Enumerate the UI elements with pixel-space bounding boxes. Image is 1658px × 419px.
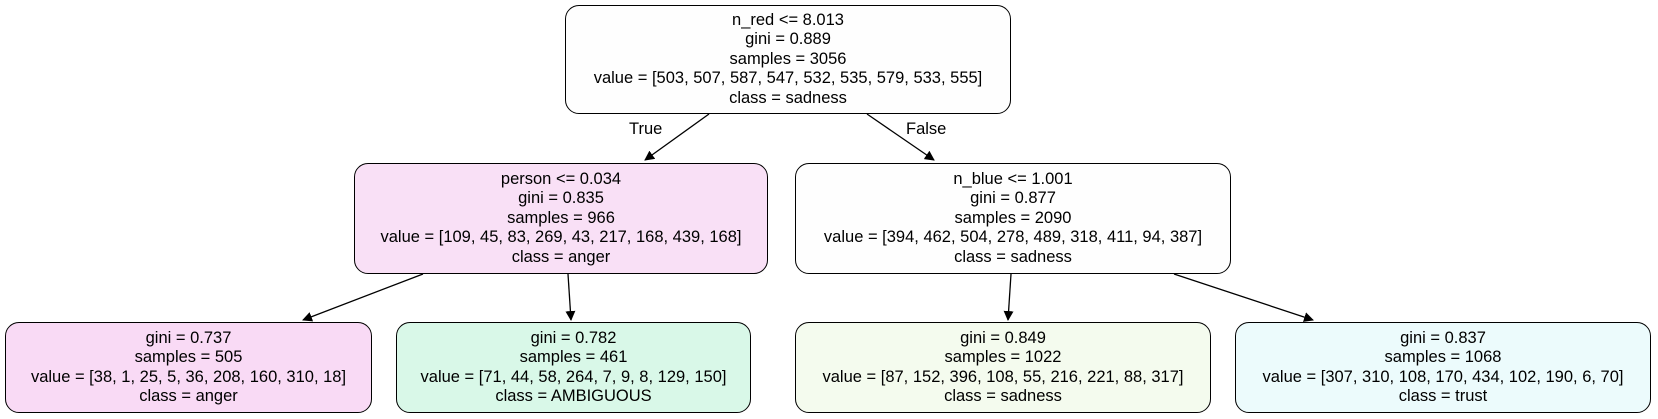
edge-right-leaf-rl — [1003, 273, 1014, 321]
edge-left-leaf-ll — [302, 273, 424, 322]
node-gini: gini = 0.837 — [1400, 328, 1486, 347]
node-class: class = trust — [1398, 387, 1488, 405]
node-samples: samples = 3056 — [729, 49, 847, 68]
node-value: value = [307, 310, 108, 170, 434, 102, 1… — [1262, 367, 1624, 386]
edge-root-left — [644, 113, 710, 161]
node-gini: gini = 0.782 — [530, 328, 617, 347]
node-class: class = anger — [511, 247, 611, 266]
node-class: class = AMBIGUOUS — [495, 387, 652, 405]
edge-right-leaf-rr — [1173, 273, 1314, 322]
tree-node-root: n_red <= 8.013 gini = 0.889 samples = 30… — [565, 5, 1011, 114]
node-gini: gini = 0.737 — [145, 328, 232, 347]
node-value: value = [503, 507, 587, 547, 532, 535, 5… — [593, 69, 983, 88]
node-value: value = [71, 44, 58, 264, 7, 9, 8, 129, … — [420, 367, 727, 386]
node-value: value = [38, 1, 25, 5, 36, 208, 160, 310… — [30, 367, 347, 386]
node-value: value = [87, 152, 396, 108, 55, 216, 221… — [822, 367, 1184, 386]
node-samples: samples = 2090 — [954, 208, 1072, 227]
node-samples: samples = 1068 — [1384, 348, 1502, 366]
tree-leaf-trust: gini = 0.837 samples = 1068 value = [307… — [1235, 322, 1651, 413]
node-samples: samples = 461 — [519, 348, 628, 366]
node-class: class = sadness — [729, 88, 847, 107]
node-gini: gini = 0.835 — [518, 189, 604, 208]
edge-left-leaf-lr — [565, 273, 576, 321]
node-value: value = [394, 462, 504, 278, 489, 318, 4… — [823, 228, 1203, 247]
tree-node-left: person <= 0.034 gini = 0.835 samples = 9… — [354, 163, 768, 274]
node-gini: gini = 0.849 — [960, 328, 1046, 347]
node-class: class = anger — [139, 387, 238, 405]
node-split-condition: n_blue <= 1.001 — [953, 169, 1073, 188]
edge-label-false: False — [906, 120, 947, 138]
node-class: class = sadness — [944, 387, 1062, 405]
tree-node-right: n_blue <= 1.001 gini = 0.877 samples = 2… — [795, 163, 1231, 274]
node-gini: gini = 0.889 — [745, 30, 831, 49]
node-split-condition: n_red <= 8.013 — [732, 10, 844, 29]
node-samples: samples = 505 — [134, 348, 243, 366]
node-samples: samples = 1022 — [944, 348, 1062, 366]
tree-leaf-ambiguous: gini = 0.782 samples = 461 value = [71, … — [396, 322, 751, 413]
edge-root-right — [866, 113, 935, 161]
edge-label-true: True — [629, 120, 663, 138]
node-split-condition: person <= 0.034 — [500, 169, 622, 188]
node-class: class = sadness — [954, 247, 1072, 266]
tree-leaf-anger: gini = 0.737 samples = 505 value = [38, … — [5, 322, 372, 413]
node-samples: samples = 966 — [507, 208, 615, 227]
node-gini: gini = 0.877 — [970, 189, 1056, 208]
node-value: value = [109, 45, 83, 269, 43, 217, 168,… — [380, 228, 742, 247]
tree-leaf-sadness: gini = 0.849 samples = 1022 value = [87,… — [795, 322, 1211, 413]
